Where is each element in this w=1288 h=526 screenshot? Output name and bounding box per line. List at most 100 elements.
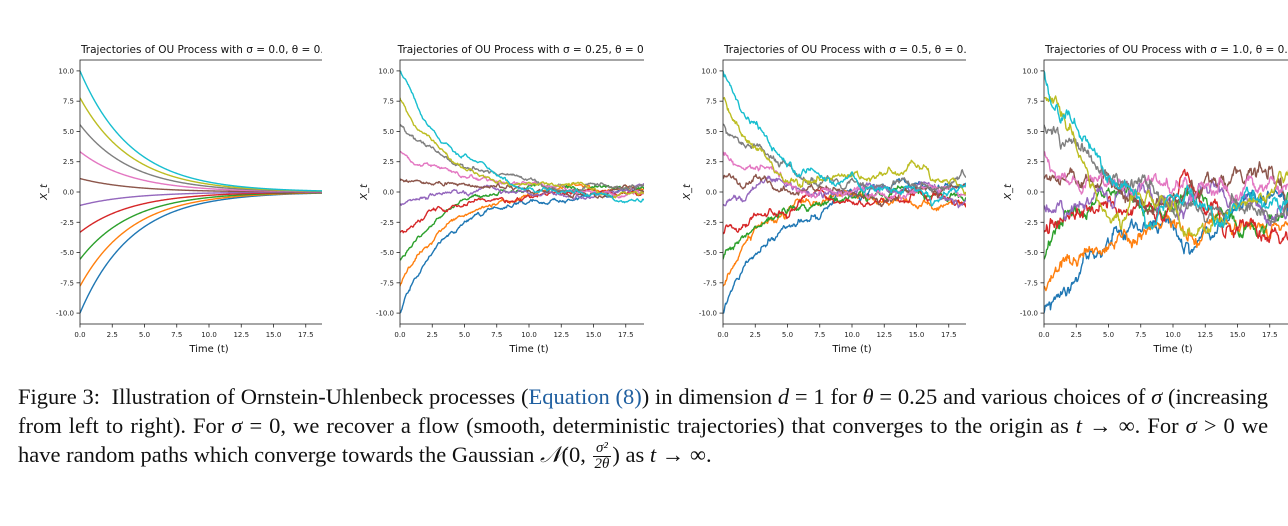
y-axis-label: X_t bbox=[359, 183, 370, 201]
x-tick-label: 10.0 bbox=[521, 331, 537, 339]
y-tick-label: 2.5 bbox=[63, 158, 74, 166]
y-tick-label: -10.0 bbox=[699, 310, 717, 318]
chart-sigma-0.25: Trajectories of OU Process with σ = 0.25… bbox=[359, 44, 644, 355]
x-tick-label: 7.5 bbox=[171, 331, 182, 339]
caption-text: Illustration of Ornstein-Uhlenbeck proce… bbox=[111, 384, 529, 409]
y-tick-label: 10.0 bbox=[701, 67, 717, 75]
caption-text: as bbox=[625, 442, 645, 467]
x-tick-label: 10.0 bbox=[844, 331, 860, 339]
chart-title: Trajectories of OU Process with σ = 0.0,… bbox=[80, 44, 322, 56]
x-tick-label: 17.5 bbox=[1262, 331, 1278, 339]
figure-caption: Figure 3: Illustration of Ornstein-Uhlen… bbox=[18, 382, 1268, 472]
x-tick-label: 12.5 bbox=[553, 331, 569, 339]
series-group bbox=[723, 70, 966, 314]
y-axis-label: X_t bbox=[1003, 183, 1014, 201]
chart-title: Trajectories of OU Process with σ = 1.0,… bbox=[1044, 44, 1288, 56]
series-group bbox=[1044, 70, 1288, 314]
series-group bbox=[80, 70, 322, 314]
x-tick-label: 15.0 bbox=[266, 331, 282, 339]
caption-text: (0, bbox=[561, 442, 586, 467]
x-tick-label: 17.5 bbox=[941, 331, 957, 339]
caption-text: ) bbox=[612, 442, 620, 467]
y-tick-label: 0.0 bbox=[63, 189, 74, 197]
series-line bbox=[400, 150, 644, 199]
series-line bbox=[400, 70, 644, 204]
x-tick-label: 0.0 bbox=[1038, 331, 1049, 339]
caption-text: = 0.25 and various choices of bbox=[879, 384, 1146, 409]
y-tick-label: 5.0 bbox=[706, 128, 717, 136]
x-tick-label: 2.5 bbox=[750, 331, 761, 339]
chart-sigma-0.5: Trajectories of OU Process with σ = 0.5,… bbox=[682, 44, 966, 355]
x-tick-label: 17.5 bbox=[618, 331, 634, 339]
x-tick-label: 15.0 bbox=[586, 331, 602, 339]
y-tick-label: 7.5 bbox=[63, 98, 74, 106]
y-tick-label: 7.5 bbox=[1027, 98, 1038, 106]
series-line bbox=[400, 178, 644, 199]
y-tick-label: 0.0 bbox=[706, 189, 717, 197]
variance-fraction: σ² 2θ bbox=[592, 441, 612, 473]
caption-text: → ∞. For bbox=[1089, 413, 1179, 438]
x-tick-label: 7.5 bbox=[1135, 331, 1146, 339]
fraction-denominator: 2θ bbox=[594, 456, 610, 473]
series-line bbox=[1044, 178, 1288, 227]
caption-math: t bbox=[1075, 413, 1083, 438]
y-tick-label: 5.0 bbox=[383, 128, 394, 136]
y-tick-label: -7.5 bbox=[380, 279, 394, 287]
figure-row: Trajectories of OU Process with σ = 0.0,… bbox=[0, 0, 1288, 360]
series-line bbox=[1044, 70, 1288, 230]
series-line bbox=[400, 182, 644, 206]
y-tick-label: 10.0 bbox=[378, 67, 394, 75]
x-tick-label: 2.5 bbox=[1071, 331, 1082, 339]
x-tick-label: 0.0 bbox=[74, 331, 85, 339]
y-tick-label: 7.5 bbox=[383, 98, 394, 106]
series-line bbox=[723, 189, 966, 287]
x-axis-label: Time (t) bbox=[188, 344, 228, 355]
series-line bbox=[80, 192, 322, 287]
x-tick-label: 10.0 bbox=[1165, 331, 1181, 339]
equation-reference-link[interactable]: Equation (8) bbox=[528, 384, 642, 409]
y-tick-label: -10.0 bbox=[56, 310, 74, 318]
y-tick-label: 2.5 bbox=[1027, 158, 1038, 166]
series-line bbox=[723, 173, 966, 208]
x-tick-label: 5.0 bbox=[459, 331, 470, 339]
y-tick-label: -5.0 bbox=[380, 249, 394, 257]
x-tick-label: 2.5 bbox=[107, 331, 118, 339]
chart-panel-sigma-0: Trajectories of OU Process with σ = 0.0,… bbox=[0, 0, 322, 360]
y-axis-label: X_t bbox=[39, 183, 50, 201]
series-line bbox=[1044, 151, 1288, 205]
caption-label: Figure 3: bbox=[18, 384, 101, 409]
series-line bbox=[723, 70, 966, 207]
caption-math: t bbox=[649, 442, 657, 467]
y-tick-label: 2.5 bbox=[383, 158, 394, 166]
series-line bbox=[723, 96, 966, 197]
series-line bbox=[400, 187, 644, 314]
chart-sigma-1.0: Trajectories of OU Process with σ = 1.0,… bbox=[1003, 44, 1288, 355]
series-line bbox=[80, 192, 322, 314]
caption-text: = 1 for bbox=[794, 384, 857, 409]
caption-text: (increasing from left to right). For bbox=[18, 384, 1269, 438]
caption-math: σ bbox=[1185, 413, 1197, 438]
x-tick-label: 12.5 bbox=[1197, 331, 1213, 339]
y-tick-label: -7.5 bbox=[60, 279, 74, 287]
x-tick-label: 12.5 bbox=[876, 331, 892, 339]
x-tick-label: 17.5 bbox=[298, 331, 314, 339]
series-line bbox=[1044, 211, 1288, 292]
series-line bbox=[400, 124, 644, 193]
x-tick-label: 15.0 bbox=[909, 331, 925, 339]
y-tick-label: -7.5 bbox=[703, 279, 717, 287]
caption-text: ) in dimension bbox=[641, 384, 773, 409]
y-tick-label: -10.0 bbox=[376, 310, 394, 318]
y-tick-label: 0.0 bbox=[1027, 189, 1038, 197]
y-tick-label: 10.0 bbox=[58, 67, 74, 75]
y-tick-label: 5.0 bbox=[1027, 128, 1038, 136]
y-tick-label: -5.0 bbox=[703, 249, 717, 257]
x-tick-label: 10.0 bbox=[201, 331, 217, 339]
chart-panel-sigma-0.25: Trajectories of OU Process with σ = 0.25… bbox=[322, 0, 644, 360]
series-line bbox=[80, 97, 322, 192]
x-tick-label: 7.5 bbox=[814, 331, 825, 339]
x-axis-label: Time (t) bbox=[508, 344, 548, 355]
y-axis-label: X_t bbox=[682, 183, 693, 201]
series-line bbox=[80, 70, 322, 192]
x-tick-label: 0.0 bbox=[717, 331, 728, 339]
y-tick-label: 5.0 bbox=[63, 128, 74, 136]
